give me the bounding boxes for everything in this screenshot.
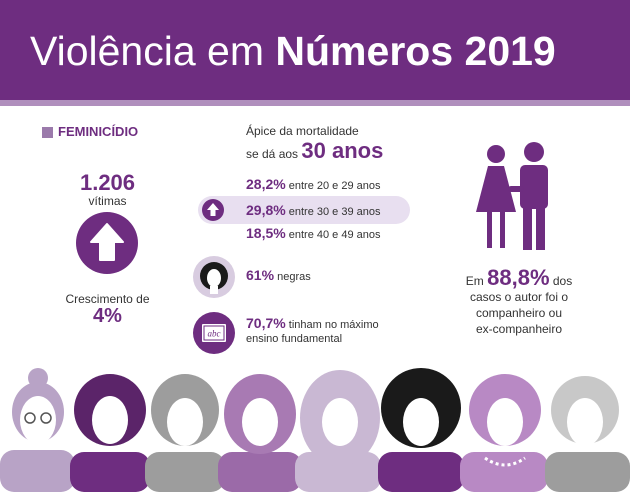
bullet-square [42, 127, 53, 138]
age-row: 28,2% entre 20 e 29 anos [246, 176, 381, 192]
stat-label: negras [277, 271, 311, 283]
age-label: entre 30 e 39 anos [288, 206, 381, 218]
age-highlight-pill [198, 196, 410, 224]
abc-text: abc [208, 329, 221, 339]
arrow-up-small-icon [202, 199, 224, 221]
femicide-label: FEMINICÍDIO [58, 124, 139, 139]
stat-pct: 61% [246, 267, 275, 283]
rel-prefix: Em [465, 274, 484, 288]
growth-label: Crescimento de [65, 292, 150, 306]
rel-line4: ex-companheiro [475, 322, 563, 336]
rel-suffix: dos [552, 274, 573, 288]
abc-board-icon: abc [193, 312, 235, 354]
age-pct: 18,5% [246, 225, 286, 241]
woman-bob-icon [145, 374, 225, 492]
apex-line1: Ápice da mortalidade [246, 124, 359, 138]
woman-elderly-icon [0, 368, 75, 492]
rel-line3: companheiro ou [475, 306, 563, 320]
stat-black-women: 61% negras [246, 268, 311, 284]
woman-afro-icon [378, 368, 464, 492]
stat-education: 70,7% tinham no máximo ensino fundamenta… [246, 316, 379, 346]
black-woman-icon [193, 256, 235, 298]
stat-label-2: ensino fundamental [246, 333, 343, 345]
age-row: 18,5% entre 40 e 49 anos [246, 225, 381, 241]
woman-shoulder-hair-icon [218, 374, 302, 492]
apex-prefix: se dá aos [246, 147, 299, 161]
victims-count: 1.206 [79, 170, 136, 195]
rel-pct: 88,8% [487, 265, 550, 290]
women-illustration [0, 368, 630, 492]
stat-label: tinham no máximo [288, 319, 379, 331]
age-pct: 28,2% [246, 176, 286, 192]
title-bold: Números 2019 [275, 28, 556, 74]
age-label: entre 40 e 49 anos [288, 229, 381, 241]
title-light: Violência em [30, 28, 264, 74]
header-stripe [0, 100, 630, 106]
couple-icon [470, 140, 560, 252]
woman-curly-icon [70, 374, 150, 492]
victims-label: vítimas [88, 194, 127, 208]
stat-pct: 70,7% [246, 315, 286, 331]
age-label: entre 20 e 29 anos [288, 180, 381, 192]
relationship-text: Em 88,8% dos casos o autor foi o companh… [438, 267, 600, 337]
header-banner [0, 0, 630, 100]
growth-value: 4% [93, 305, 122, 327]
woman-gray-curly-icon [545, 376, 630, 492]
arrow-up-icon [76, 212, 138, 274]
woman-wavy-hair-icon [295, 370, 381, 492]
age-pct: 29,8% [246, 202, 286, 218]
apex-line2: se dá aos 30 anos [246, 138, 383, 164]
woman-necklace-icon [460, 374, 548, 492]
peak-age: 30 anos [301, 138, 384, 163]
age-row: 29,8% entre 30 e 39 anos [246, 202, 381, 218]
rel-line2: casos o autor foi o [469, 290, 569, 304]
page-title: Violência em Números 2019 [30, 28, 556, 75]
